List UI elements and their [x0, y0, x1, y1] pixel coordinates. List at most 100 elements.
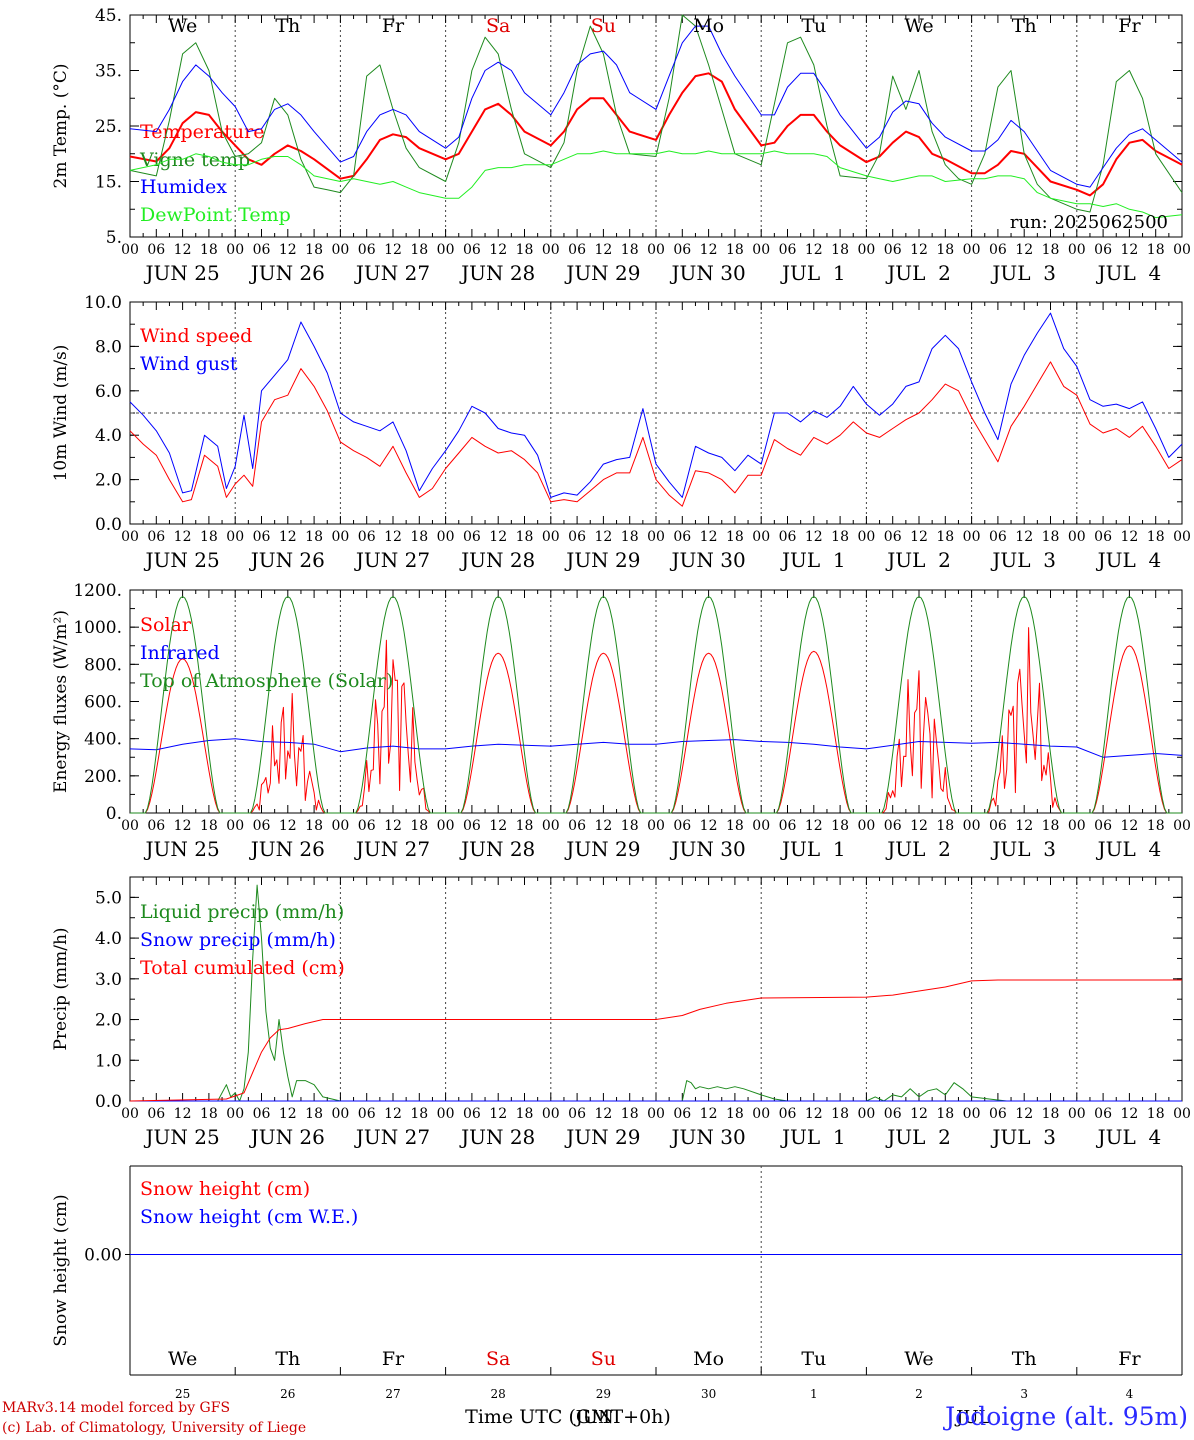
x-tick-label: 18: [305, 818, 323, 834]
weekday-label: Mo: [693, 1348, 724, 1370]
x-tick-label: 06: [147, 1106, 165, 1122]
x-tick-label: 00: [752, 818, 770, 834]
x-tick-label: 06: [1094, 529, 1112, 545]
x-tick-label: 06: [568, 818, 586, 834]
x-tick-label: 06: [358, 529, 376, 545]
x-tick-label: 12: [1015, 529, 1033, 545]
x-tick-label: 18: [831, 242, 849, 258]
x-tick-label: 06: [989, 818, 1007, 834]
x-date-label: JUL 2: [885, 261, 951, 285]
x-date-label: JUN 30: [670, 1125, 746, 1149]
x-tick-label: 06: [989, 1106, 1007, 1122]
x-date-label: JUL 2: [885, 837, 951, 861]
x-tick-label: 18: [516, 242, 534, 258]
x-date-label: JUN 28: [459, 261, 535, 285]
x-tick-label: 12: [1120, 1106, 1138, 1122]
x-tick-label: 00: [226, 529, 244, 545]
x-tick-label: 12: [700, 242, 718, 258]
series-line-wind-gust: [129, 312, 1183, 498]
x-tick-label: 12: [910, 1106, 928, 1122]
x-tick-label: 06: [1094, 818, 1112, 834]
y-tick-label: 600.: [84, 693, 122, 713]
weekday-label: Su: [591, 1348, 616, 1370]
y-axis-label: Snow height (cm): [51, 1194, 71, 1346]
x-tick-label: 12: [384, 529, 402, 545]
x-tick-label: 12: [805, 1106, 823, 1122]
x-tick-label: 00: [331, 1106, 349, 1122]
x-tick-label: 18: [410, 818, 428, 834]
x-tick-label: 00: [1068, 1106, 1086, 1122]
x-date-label: JUL 4: [1096, 837, 1162, 861]
x-tick-label: 18: [726, 818, 744, 834]
y-tick-label: 5.: [106, 228, 122, 248]
x-tick-label: 06: [463, 529, 481, 545]
x-tick-label: 12: [805, 242, 823, 258]
x-tick-label: 18: [726, 1106, 744, 1122]
x-tick-label: 00: [647, 818, 665, 834]
x-date-label: JUL 3: [990, 1125, 1056, 1149]
weekday-label: We: [904, 15, 933, 37]
y-tick-label: 1200.: [73, 581, 122, 601]
x-tick-label: 12: [489, 1106, 507, 1122]
x-tick-label: 18: [831, 529, 849, 545]
weekday-label: We: [168, 1348, 197, 1370]
x-tick-label: 18: [410, 242, 428, 258]
legend-liquid-precip-mm-h-: Liquid precip (mm/h): [140, 901, 344, 923]
panel-precip: 0.0 1.0 2.0 3.0 4.0 5.0 Precip (mm/h) Liquid pr…: [51, 876, 1191, 1149]
x-tick-label: 00: [1173, 818, 1191, 834]
legend-vigne-temp: Vigne temp: [139, 149, 250, 171]
x-tick-label: 00: [542, 242, 560, 258]
x-tick-label: 00: [752, 242, 770, 258]
x-tick-label: 18: [726, 242, 744, 258]
x-tick-label: 18: [621, 242, 639, 258]
x-tick-label: 06: [358, 818, 376, 834]
x-tick-label: 06: [463, 818, 481, 834]
x-tick-label: 12: [279, 818, 297, 834]
weekday-label: Fr: [382, 1348, 405, 1370]
x-date-label: JUL 3: [990, 548, 1056, 572]
x-tick-label: 12: [489, 242, 507, 258]
x-tick-label: 00: [437, 818, 455, 834]
x-tick-label: 18: [1042, 529, 1060, 545]
x-tick-label: 18: [305, 242, 323, 258]
legend-top-of-atmosphere-solar-: Top of Atmosphere (Solar): [140, 670, 393, 692]
x-date-label: JUN 25: [144, 1125, 220, 1149]
x-tick-label: 00: [752, 529, 770, 545]
x-date-label: JUL 3: [990, 837, 1056, 861]
x-day-number: 27: [385, 1387, 400, 1401]
x-tick-label: 12: [910, 529, 928, 545]
legend-dewpoint-temp: DewPoint Temp: [140, 204, 291, 226]
x-date-label: JUN 27: [354, 548, 430, 572]
x-tick-label: 18: [516, 818, 534, 834]
x-date-label: JUL 1: [780, 837, 846, 861]
x-tick-label: 00: [121, 529, 139, 545]
x-day-number: 25: [175, 1387, 190, 1401]
weekday-label: Tu: [801, 1348, 826, 1370]
weekday-label: Tu: [801, 15, 826, 37]
x-tick-label: 00: [1068, 242, 1086, 258]
x-tick-label: 06: [884, 818, 902, 834]
x-day-number: 4: [1126, 1387, 1134, 1401]
x-tick-label: 06: [568, 529, 586, 545]
x-date-label: JUN 27: [354, 1125, 430, 1149]
x-tick-label: 12: [594, 529, 612, 545]
x-tick-label: 18: [410, 529, 428, 545]
y-tick-label: 200.: [84, 767, 122, 787]
x-date-label: JUN 26: [249, 548, 325, 572]
x-tick-label: 06: [147, 242, 165, 258]
x-date-label: JUN 29: [564, 261, 640, 285]
x-tick-label: 18: [1042, 242, 1060, 258]
y-axis-label: Precip (mm/h): [51, 927, 71, 1050]
y-tick-label: 10.0: [84, 293, 122, 313]
x-tick-label: 18: [410, 1106, 428, 1122]
x-tick-label: 00: [857, 1106, 875, 1122]
x-tick-label: 18: [1147, 529, 1165, 545]
x-tick-label: 06: [673, 818, 691, 834]
x-tick-label: 00: [331, 529, 349, 545]
x-date-label: JUN 26: [249, 837, 325, 861]
series-line-wind-speed: [129, 361, 1183, 507]
weekday-label: Fr: [382, 15, 405, 37]
x-tick-label: 12: [384, 818, 402, 834]
x-tick-label: 00: [963, 818, 981, 834]
